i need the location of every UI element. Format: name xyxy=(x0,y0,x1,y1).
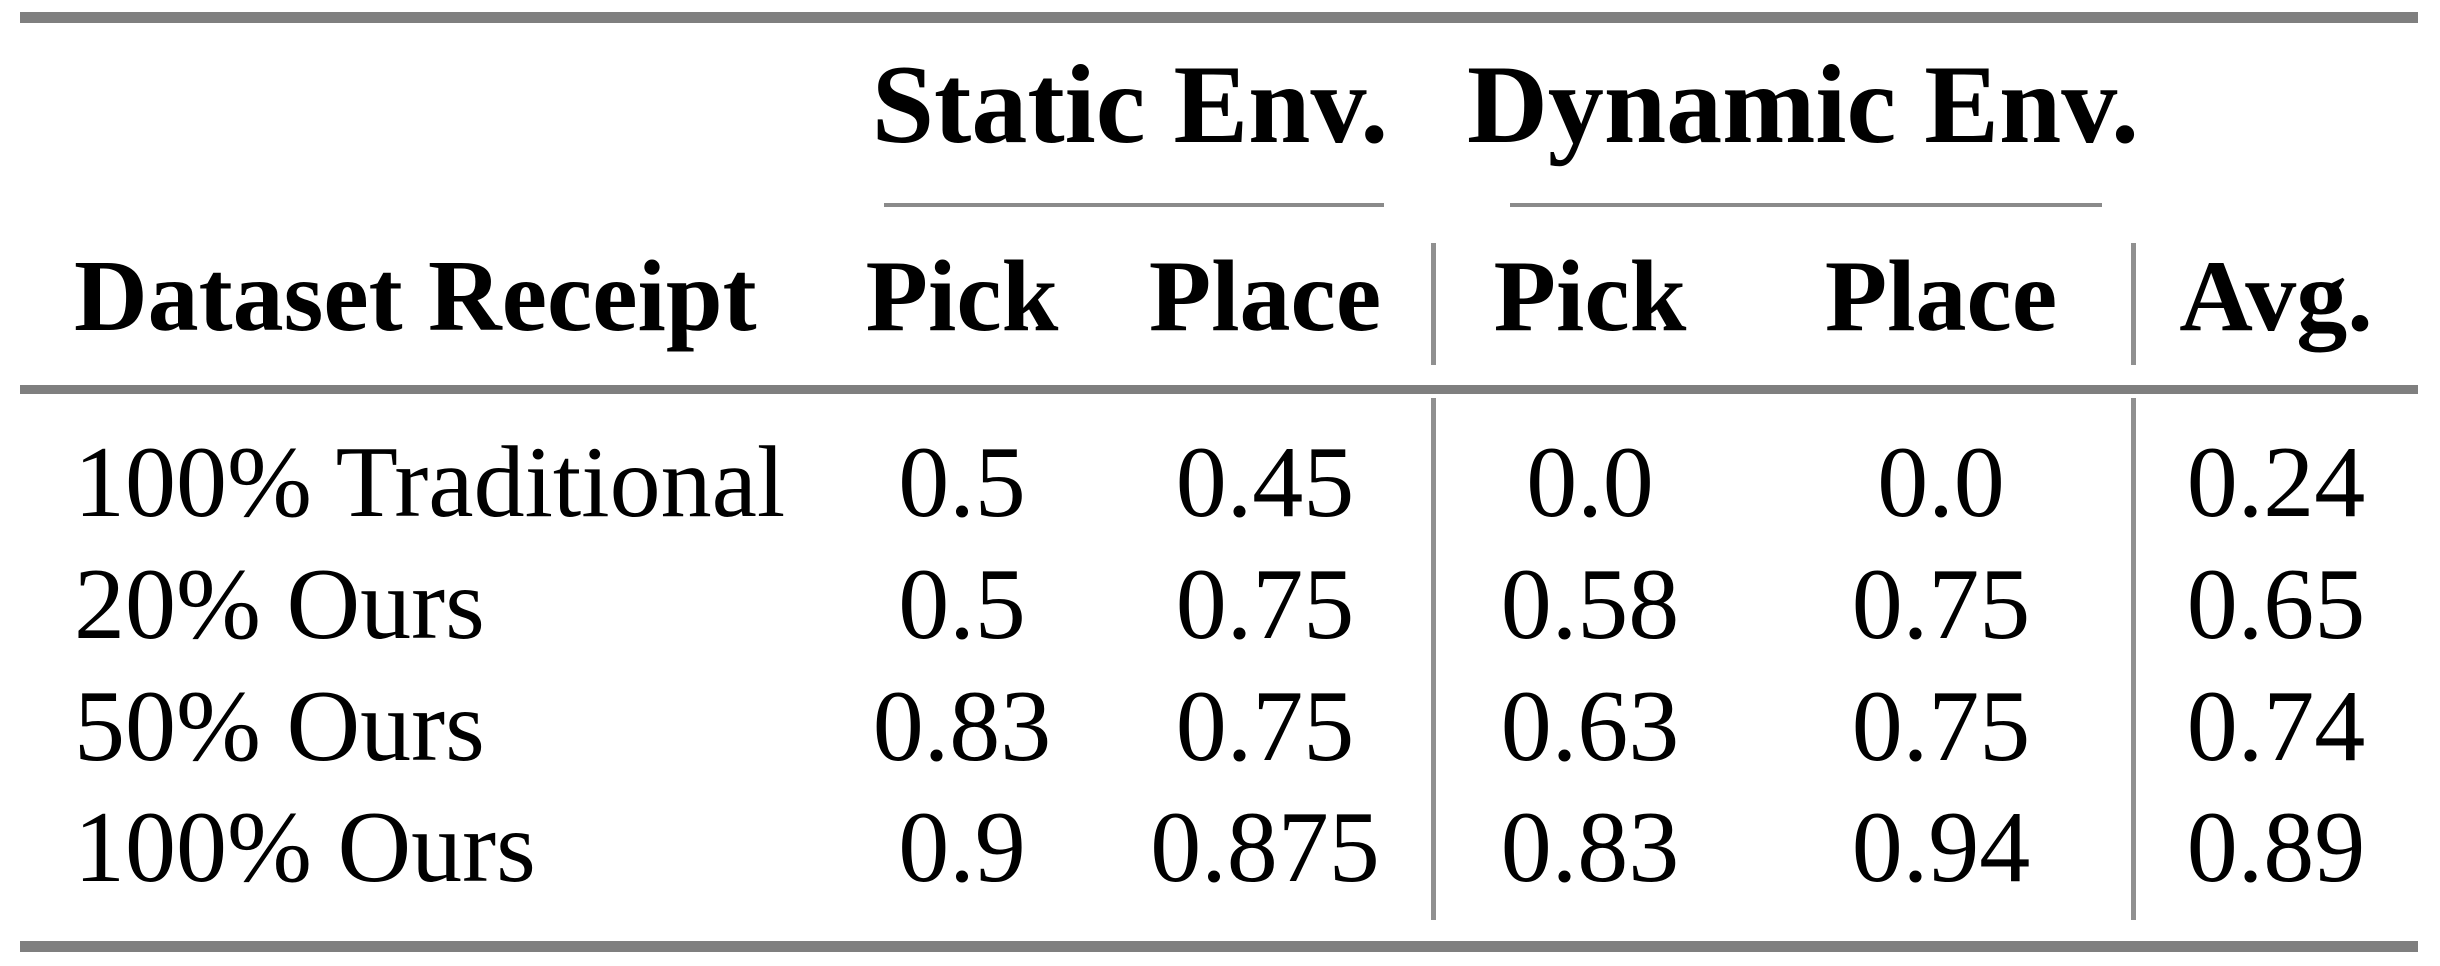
table-cell: 0.89 xyxy=(2186,791,2366,904)
table-cell: 0.83 xyxy=(1500,791,1680,904)
table-top-rule xyxy=(20,12,2418,23)
table-cell: 0.75 xyxy=(1175,670,1355,783)
table-cell: 0.0 xyxy=(1526,426,1654,539)
table-cell: 0.9 xyxy=(898,791,1026,904)
column-header-static-place: Place xyxy=(1148,240,1382,353)
table-cell: 0.0 xyxy=(1877,426,2005,539)
table-cell: 0.74 xyxy=(2186,670,2366,783)
table-cell: 0.58 xyxy=(1500,548,1680,661)
group-header-static-env: Static Env. xyxy=(871,43,1389,167)
static-env-underline xyxy=(884,203,1384,207)
column-header-dynamic-place: Place xyxy=(1824,240,2058,353)
table-cell: 0.5 xyxy=(898,426,1026,539)
header-vertical-separator-1 xyxy=(1431,243,1436,365)
table-cell: 0.5 xyxy=(898,548,1026,661)
column-header-static-pick: Pick xyxy=(865,240,1059,353)
table-cell: 0.83 xyxy=(872,670,1052,783)
group-header-dynamic-env: Dynamic Env. xyxy=(1466,43,2140,167)
table-cell: 0.24 xyxy=(2186,426,2366,539)
table-cell: 0.45 xyxy=(1175,426,1355,539)
table-cell: 0.75 xyxy=(1175,548,1355,661)
table-cell: 0.63 xyxy=(1500,670,1680,783)
row-label: 50% Ours xyxy=(74,670,485,783)
column-header-avg: Avg. xyxy=(2179,240,2373,353)
row-label: 20% Ours xyxy=(74,548,485,661)
dynamic-env-underline xyxy=(1510,203,2102,207)
row-label: 100% Traditional xyxy=(74,426,786,539)
table-cell: 0.94 xyxy=(1851,791,2031,904)
table-cell: 0.75 xyxy=(1851,670,2031,783)
table-cell: 0.65 xyxy=(2186,548,2366,661)
column-header-dynamic-pick: Pick xyxy=(1493,240,1687,353)
table-cell: 0.875 xyxy=(1150,791,1380,904)
table-header-rule xyxy=(20,385,2418,394)
header-vertical-separator-2 xyxy=(2131,243,2136,365)
table-cell: 0.75 xyxy=(1851,548,2031,661)
body-vertical-separator-2 xyxy=(2131,398,2136,920)
table-bottom-rule xyxy=(20,941,2418,952)
body-vertical-separator-1 xyxy=(1431,398,1436,920)
row-label: 100% Ours xyxy=(74,791,536,904)
column-header-dataset-receipt: Dataset Receipt xyxy=(74,240,757,353)
